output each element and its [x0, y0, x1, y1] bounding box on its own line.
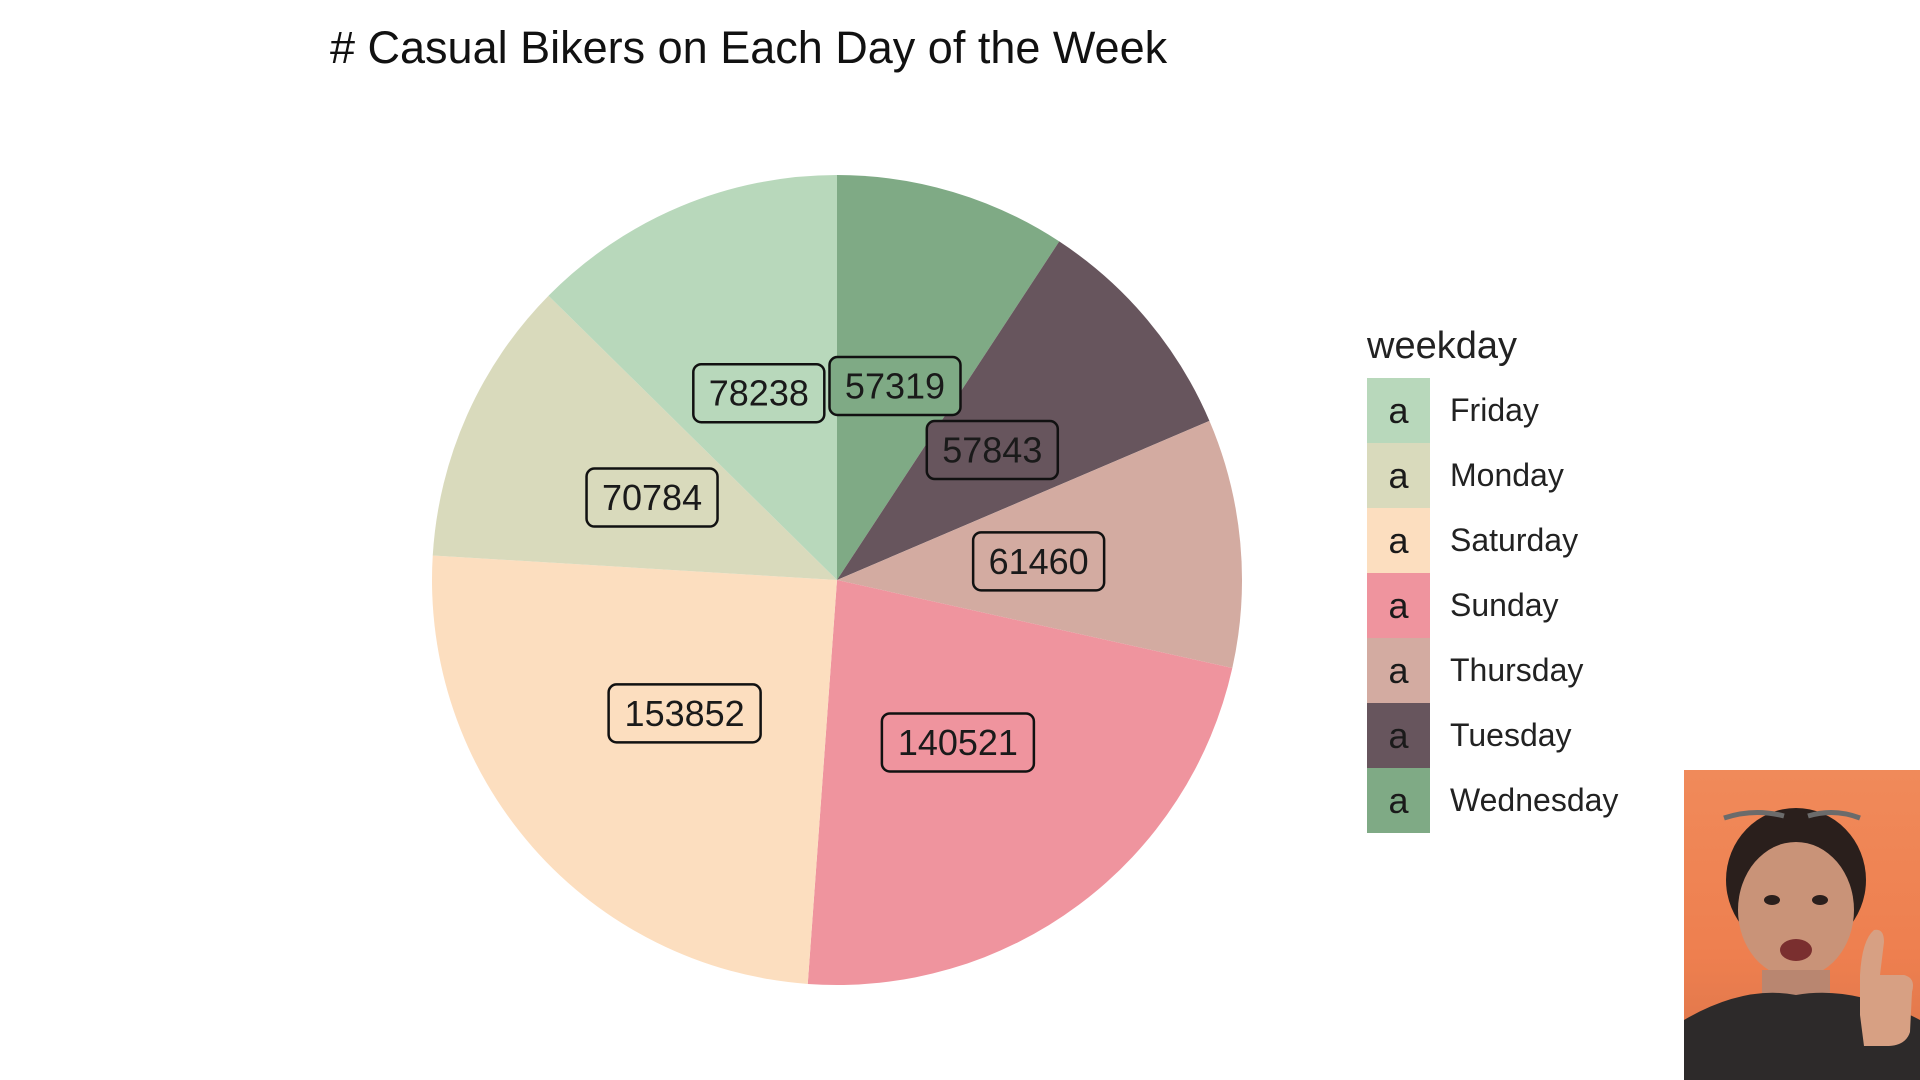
pie-slice-tuesday	[837, 241, 1210, 581]
webcam-overlay	[1684, 770, 1920, 1080]
legend-key: a	[1367, 573, 1430, 638]
value-label-thursday: 61460	[971, 531, 1106, 592]
legend-label: Tuesday	[1450, 717, 1572, 753]
legend-label: Friday	[1450, 392, 1539, 428]
legend-item-sunday: a Sunday	[1367, 573, 1618, 638]
value-label-wednesday: 57319	[828, 355, 962, 417]
legend-item-friday: a Friday	[1367, 378, 1618, 443]
pie-slice-saturday	[431, 555, 837, 984]
person-thumbs-up-icon	[1684, 808, 1920, 1080]
value-label-box	[971, 531, 1106, 592]
value-label-box	[692, 362, 826, 424]
legend-label: Monday	[1450, 457, 1564, 493]
legend-key: a	[1367, 508, 1430, 573]
legend-item-monday: a Monday	[1367, 443, 1618, 508]
legend-item-thursday: a Thursday	[1367, 638, 1618, 703]
legend-item-saturday: a Saturday	[1367, 508, 1618, 573]
value-label-text: 140521	[898, 722, 1018, 763]
pie-slice-monday	[432, 295, 837, 580]
value-label-text: 153852	[625, 693, 745, 734]
value-label-box	[880, 712, 1036, 773]
value-label-sunday: 140521	[880, 712, 1036, 773]
legend-label: Saturday	[1450, 522, 1579, 558]
value-label-text: 57843	[942, 430, 1042, 471]
legend-key: a	[1367, 638, 1430, 703]
value-label-box	[607, 683, 762, 744]
value-label-box	[585, 467, 719, 528]
value-label-monday: 70784	[585, 467, 719, 528]
legend-label: Sunday	[1450, 587, 1559, 623]
legend-key: a	[1367, 443, 1430, 508]
legend-key: a	[1367, 768, 1430, 833]
legend-item-wednesday: a Wednesday	[1367, 768, 1618, 833]
value-label-saturday: 153852	[607, 683, 762, 744]
legend-key: a	[1367, 378, 1430, 443]
value-label-text: 70784	[602, 477, 702, 518]
value-label-text: 57319	[845, 365, 945, 406]
legend-label: Wednesday	[1450, 782, 1619, 818]
value-label-box	[828, 355, 962, 417]
value-label-friday: 78238	[692, 362, 826, 424]
legend: weekday a Friday a Monday a Saturday a Sunday a T…	[1367, 325, 1618, 833]
pie-slice-sunday	[807, 580, 1233, 985]
legend-item-tuesday: a Tuesday	[1367, 703, 1618, 768]
value-label-text: 61460	[989, 541, 1089, 582]
chart-title: # Casual Bikers on Each Day of the Week	[330, 22, 1168, 73]
value-label-tuesday: 57843	[925, 419, 1060, 481]
value-label-box	[925, 419, 1060, 481]
legend-title: weekday	[1367, 325, 1517, 367]
value-label-text: 78238	[709, 373, 809, 414]
legend-label: Thursday	[1450, 652, 1584, 688]
legend-key: a	[1367, 703, 1430, 768]
